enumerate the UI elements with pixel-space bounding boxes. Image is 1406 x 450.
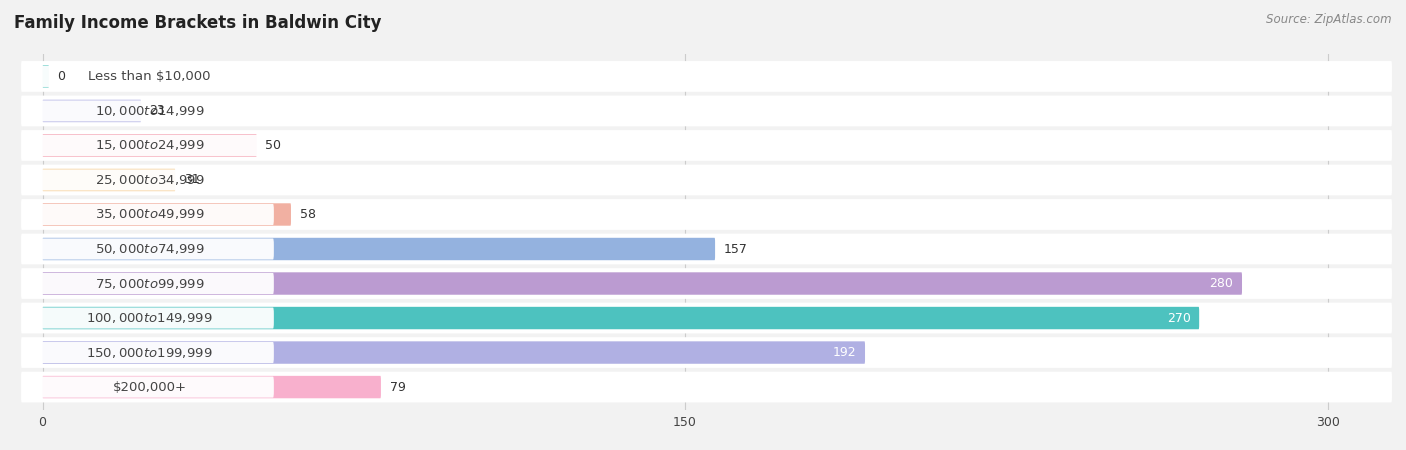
FancyBboxPatch shape — [21, 95, 1392, 126]
Text: $15,000 to $24,999: $15,000 to $24,999 — [94, 139, 204, 153]
FancyBboxPatch shape — [21, 268, 1392, 299]
FancyBboxPatch shape — [21, 165, 1392, 195]
FancyBboxPatch shape — [42, 238, 716, 260]
FancyBboxPatch shape — [42, 65, 49, 88]
Text: $35,000 to $49,999: $35,000 to $49,999 — [94, 207, 204, 221]
FancyBboxPatch shape — [42, 100, 141, 122]
FancyBboxPatch shape — [25, 238, 274, 260]
FancyBboxPatch shape — [21, 337, 1392, 368]
FancyBboxPatch shape — [21, 199, 1392, 230]
FancyBboxPatch shape — [25, 273, 274, 294]
FancyBboxPatch shape — [25, 170, 274, 190]
FancyBboxPatch shape — [42, 203, 291, 226]
Text: 31: 31 — [184, 174, 200, 186]
FancyBboxPatch shape — [25, 307, 274, 328]
FancyBboxPatch shape — [21, 61, 1392, 92]
Text: $75,000 to $99,999: $75,000 to $99,999 — [94, 276, 204, 291]
FancyBboxPatch shape — [42, 342, 865, 364]
FancyBboxPatch shape — [21, 130, 1392, 161]
FancyBboxPatch shape — [25, 342, 274, 363]
FancyBboxPatch shape — [42, 169, 176, 191]
Text: 280: 280 — [1209, 277, 1233, 290]
Text: $50,000 to $74,999: $50,000 to $74,999 — [94, 242, 204, 256]
Text: $10,000 to $14,999: $10,000 to $14,999 — [94, 104, 204, 118]
FancyBboxPatch shape — [21, 234, 1392, 264]
Text: 0: 0 — [58, 70, 66, 83]
FancyBboxPatch shape — [25, 100, 274, 122]
Text: Less than $10,000: Less than $10,000 — [89, 70, 211, 83]
FancyBboxPatch shape — [25, 204, 274, 225]
FancyBboxPatch shape — [21, 372, 1392, 402]
Text: Family Income Brackets in Baldwin City: Family Income Brackets in Baldwin City — [14, 14, 381, 32]
FancyBboxPatch shape — [42, 307, 1199, 329]
Text: 157: 157 — [724, 243, 748, 256]
Text: 50: 50 — [266, 139, 281, 152]
FancyBboxPatch shape — [25, 66, 274, 87]
FancyBboxPatch shape — [42, 272, 1241, 295]
Text: $200,000+: $200,000+ — [112, 381, 187, 394]
FancyBboxPatch shape — [42, 376, 381, 398]
Text: $100,000 to $149,999: $100,000 to $149,999 — [86, 311, 212, 325]
Text: 270: 270 — [1167, 311, 1191, 324]
Text: 79: 79 — [389, 381, 405, 394]
FancyBboxPatch shape — [42, 134, 257, 157]
FancyBboxPatch shape — [25, 135, 274, 156]
Text: 58: 58 — [299, 208, 315, 221]
Text: Source: ZipAtlas.com: Source: ZipAtlas.com — [1267, 14, 1392, 27]
Text: $150,000 to $199,999: $150,000 to $199,999 — [86, 346, 212, 360]
FancyBboxPatch shape — [25, 377, 274, 398]
Text: 23: 23 — [149, 104, 166, 117]
Text: $25,000 to $34,999: $25,000 to $34,999 — [94, 173, 204, 187]
FancyBboxPatch shape — [21, 303, 1392, 333]
Text: 192: 192 — [832, 346, 856, 359]
